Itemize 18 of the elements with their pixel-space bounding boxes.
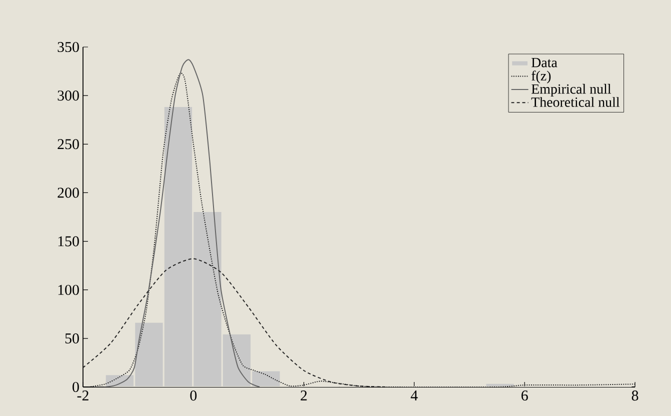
x-tick-label: 2 <box>300 390 307 400</box>
y-tick-label: 50 <box>65 333 79 344</box>
y-tick-label: 350 <box>58 42 79 52</box>
y-tick-label: 250 <box>58 139 79 150</box>
legend-label: Empirical null <box>532 84 612 97</box>
legend-label: Theoretical null <box>531 97 620 107</box>
legend-label: Data <box>532 58 558 68</box>
y-tick-label: 150 <box>58 236 79 246</box>
y-tick-label: 200 <box>58 188 79 198</box>
x-tick-label: 6 <box>522 390 528 401</box>
x-tick-label: -2 <box>77 390 88 400</box>
x-tick-label: 8 <box>632 390 638 401</box>
y-tick-label: 100 <box>58 284 79 295</box>
legend-label: f(z) <box>532 70 551 84</box>
y-tick-label: 300 <box>58 90 79 101</box>
y-tick-label: 0 <box>72 382 79 392</box>
x-tick-label: 0 <box>190 390 197 401</box>
x-tick-label: 4 <box>410 390 418 400</box>
